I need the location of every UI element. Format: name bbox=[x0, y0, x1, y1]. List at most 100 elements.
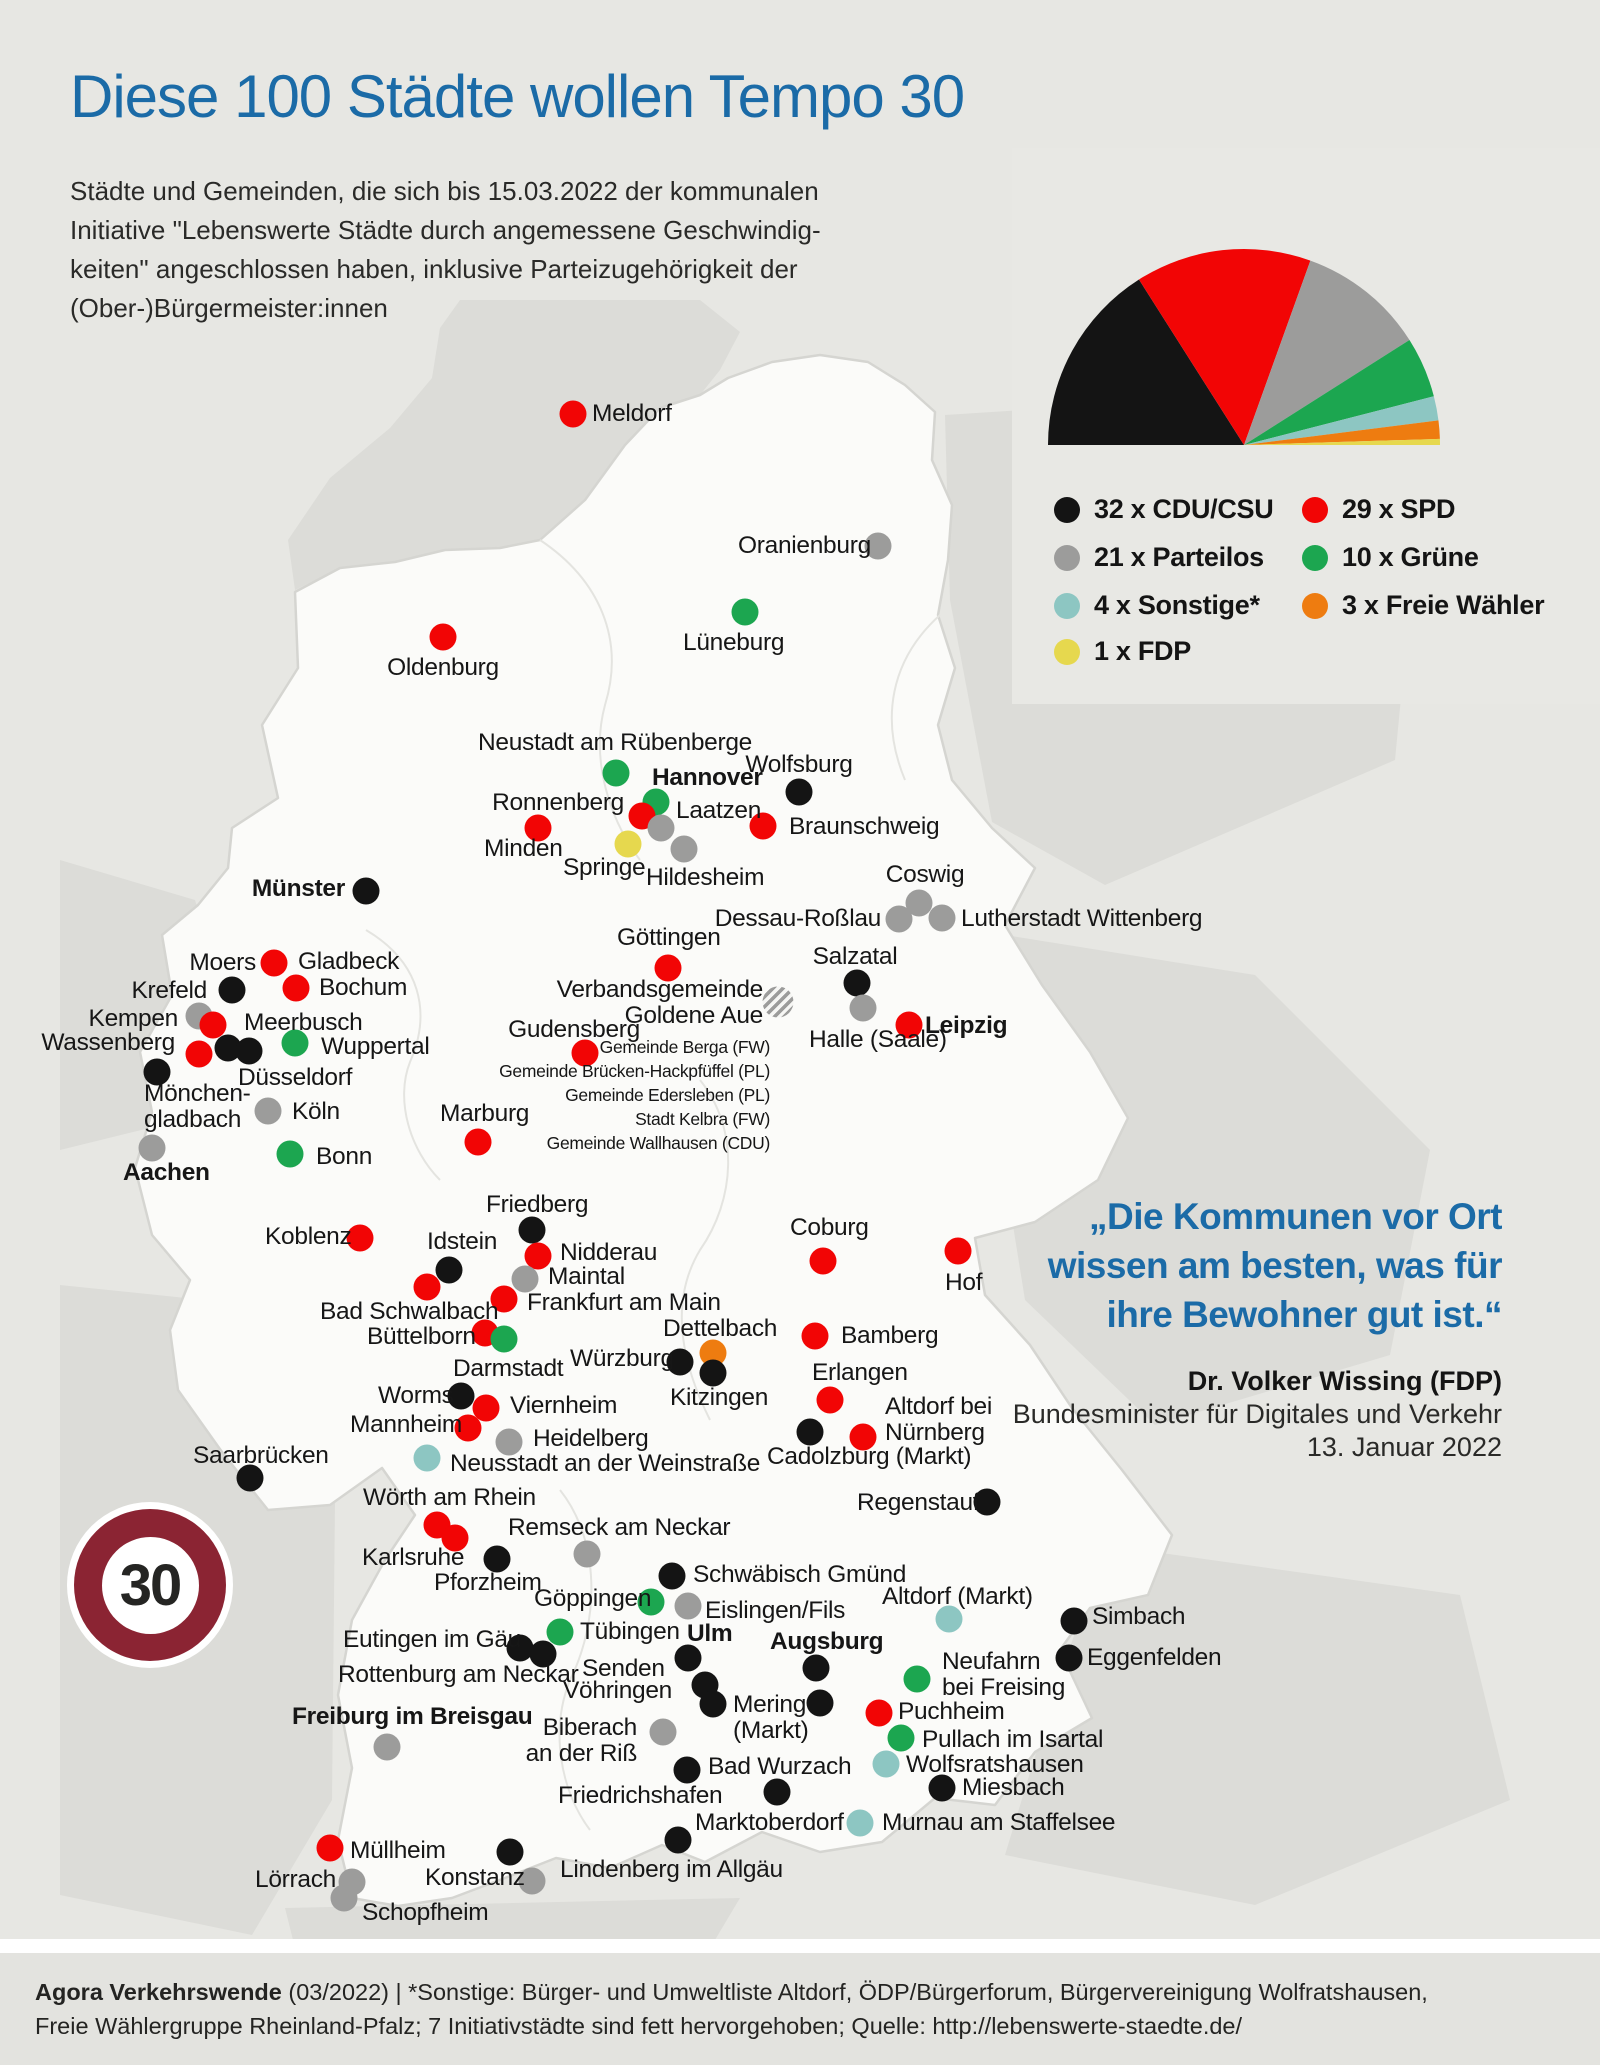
city-label: Maintal bbox=[548, 1263, 625, 1290]
city-label: Dessau-Roßlau bbox=[714, 905, 882, 932]
city-label: Leipzig bbox=[925, 1012, 1008, 1039]
city-label: Marktoberdorf bbox=[695, 1809, 844, 1836]
city-dot-aachen bbox=[138, 1134, 166, 1162]
city-dot-laatzen bbox=[647, 814, 675, 842]
intro-line: Städte und Gemeinden, die sich bis 15.03… bbox=[70, 176, 819, 206]
city-label: Murnau am Staffelsee bbox=[882, 1809, 1116, 1836]
city-dot-heidelberg bbox=[495, 1428, 523, 1456]
city-dot-neustadt-am-rübenberge bbox=[602, 759, 630, 787]
city-dot-eggenfelden bbox=[1055, 1644, 1083, 1672]
city-label: Dettelbach bbox=[663, 1315, 778, 1342]
page-title: Diese 100 Städte wollen Tempo 30 bbox=[70, 63, 965, 130]
city-label: Remseck am Neckar bbox=[508, 1514, 731, 1541]
city-dot-wolfsratshausen bbox=[872, 1750, 900, 1778]
city-dot-miesbach bbox=[928, 1774, 956, 1802]
intro-line: (Ober-)Bürgermeister:innen bbox=[70, 293, 388, 323]
city-dot-konstanz-umgebung bbox=[518, 1867, 546, 1895]
city-label: Meerbusch bbox=[244, 1009, 363, 1036]
city-dot-pullach-im-isartal bbox=[887, 1724, 915, 1752]
legend-item-fw: 3 x Freie Wähler bbox=[1302, 590, 1545, 621]
city-label: Friedrichshafen bbox=[558, 1782, 723, 1809]
quote-date: 13. Januar 2022 bbox=[1306, 1432, 1502, 1462]
city-dot-salzatal bbox=[843, 969, 871, 997]
city-label: Eggenfelden bbox=[1087, 1644, 1222, 1671]
city-dot-eislingen-fils bbox=[674, 1592, 702, 1620]
city-label: Laatzen bbox=[676, 797, 762, 824]
city-label: Lörrach bbox=[255, 1866, 336, 1893]
city-label: Hof bbox=[945, 1269, 983, 1296]
legend-label: 4 x Sonstige* bbox=[1094, 590, 1260, 620]
city-dot-hof bbox=[944, 1237, 972, 1265]
city-label: Puchheim bbox=[898, 1698, 1005, 1725]
city-dot-mannheim bbox=[454, 1414, 482, 1442]
city-label: Biberach an der Riß bbox=[525, 1714, 638, 1767]
city-dot-bochum bbox=[282, 974, 310, 1002]
city-label: Bad Schwalbach bbox=[320, 1298, 499, 1325]
city-dot-coburg bbox=[809, 1247, 837, 1275]
city-dot-springe bbox=[614, 830, 642, 858]
city-dot-vöhringen bbox=[699, 1690, 727, 1718]
city-dot-hildesheim bbox=[670, 835, 698, 863]
city-dot-simbach bbox=[1060, 1607, 1088, 1635]
city-label: Vöhringen bbox=[563, 1677, 672, 1704]
quote-line: wissen am besten, was für bbox=[1047, 1245, 1503, 1286]
city-label: Lüneburg bbox=[683, 629, 785, 656]
city-dot-müllheim bbox=[316, 1834, 344, 1862]
city-label: Bonn bbox=[316, 1143, 373, 1170]
city-dot-neufahrn-bei-freising bbox=[903, 1665, 931, 1693]
city-label: Büttelborn bbox=[367, 1323, 476, 1350]
city-label: Wassenberg bbox=[41, 1029, 175, 1056]
legend-item-spd: 29 x SPD bbox=[1302, 494, 1455, 525]
city-dot-köln bbox=[254, 1097, 282, 1125]
city-label: Springe bbox=[563, 854, 646, 881]
city-label: Wuppertal bbox=[321, 1033, 430, 1060]
city-label: Freiburg im Breisgau bbox=[292, 1703, 533, 1730]
city-label: Marburg bbox=[440, 1100, 530, 1127]
city-dot-friedrichshafen bbox=[673, 1756, 701, 1784]
city-dot-lüneburg bbox=[731, 598, 759, 626]
city-dot-biberach-an-der-riß bbox=[649, 1718, 677, 1746]
city-dot-göppingen bbox=[637, 1588, 665, 1616]
legend-dot-spd bbox=[1302, 496, 1328, 523]
city-dot-minden bbox=[524, 814, 552, 842]
city-dot-wolfsburg bbox=[785, 778, 813, 806]
city-dot-dessau-roßlau bbox=[885, 905, 913, 933]
quote-role: Bundesminister für Digitales und Verkehr bbox=[1012, 1399, 1502, 1429]
city-label: Hannover bbox=[652, 764, 763, 791]
legend-dot-gruene bbox=[1302, 544, 1328, 571]
city-dot-eutingen-im-gäu bbox=[506, 1634, 534, 1662]
city-label: Würzburg bbox=[570, 1345, 674, 1372]
legend-dot-fw bbox=[1302, 592, 1328, 619]
city-dot-cadolzburg-markt- bbox=[796, 1418, 824, 1446]
quote-text: „Die Kommunen vor Ort wissen am besten, w… bbox=[980, 1192, 1503, 1339]
pie-slice-Sonstige bbox=[1244, 396, 1439, 445]
city-dot-halle-saale- bbox=[849, 994, 877, 1022]
city-label: Eislingen/Fils bbox=[705, 1597, 846, 1624]
city-label: Mönchen- gladbach bbox=[144, 1080, 251, 1133]
city-dot-marburg bbox=[464, 1128, 492, 1156]
city-label: Mering (Markt) bbox=[733, 1691, 809, 1744]
city-label: Moers bbox=[189, 949, 256, 976]
city-label: Pforzheim bbox=[434, 1569, 542, 1596]
city-dot-lutherstadt-wittenberg bbox=[928, 904, 956, 932]
city-dot-oldenburg bbox=[429, 623, 457, 651]
legend-label: 21 x Parteilos bbox=[1094, 542, 1264, 572]
city-label: Frankfurt am Main bbox=[527, 1289, 721, 1316]
pie-slice-Parteilos bbox=[1244, 260, 1410, 445]
city-label: Tübingen bbox=[580, 1618, 680, 1645]
city-dot-schwäbisch-gmünd bbox=[658, 1562, 686, 1590]
city-label: Gudensberg bbox=[508, 1016, 640, 1043]
city-dot-puchheim bbox=[865, 1699, 893, 1727]
city-label: Wolfsratshausen bbox=[906, 1751, 1084, 1778]
footer-divider bbox=[0, 1939, 1600, 1953]
goldene-aue-member: Gemeinde Brücken-Hackpfüffel (PL) bbox=[499, 1061, 770, 1081]
city-label: Göttingen bbox=[617, 924, 721, 951]
city-label: Worms bbox=[378, 1382, 454, 1409]
city-dot-wassenberg bbox=[185, 1040, 213, 1068]
city-label: Neufahrn bei Freising bbox=[942, 1648, 1066, 1701]
city-label: Minden bbox=[484, 835, 563, 862]
city-label: Neusstadt an der Weinstraße bbox=[450, 1450, 761, 1477]
city-label: Kitzingen bbox=[670, 1384, 769, 1411]
city-label: Coswig bbox=[885, 861, 965, 888]
city-label: Nidderau bbox=[560, 1239, 658, 1266]
